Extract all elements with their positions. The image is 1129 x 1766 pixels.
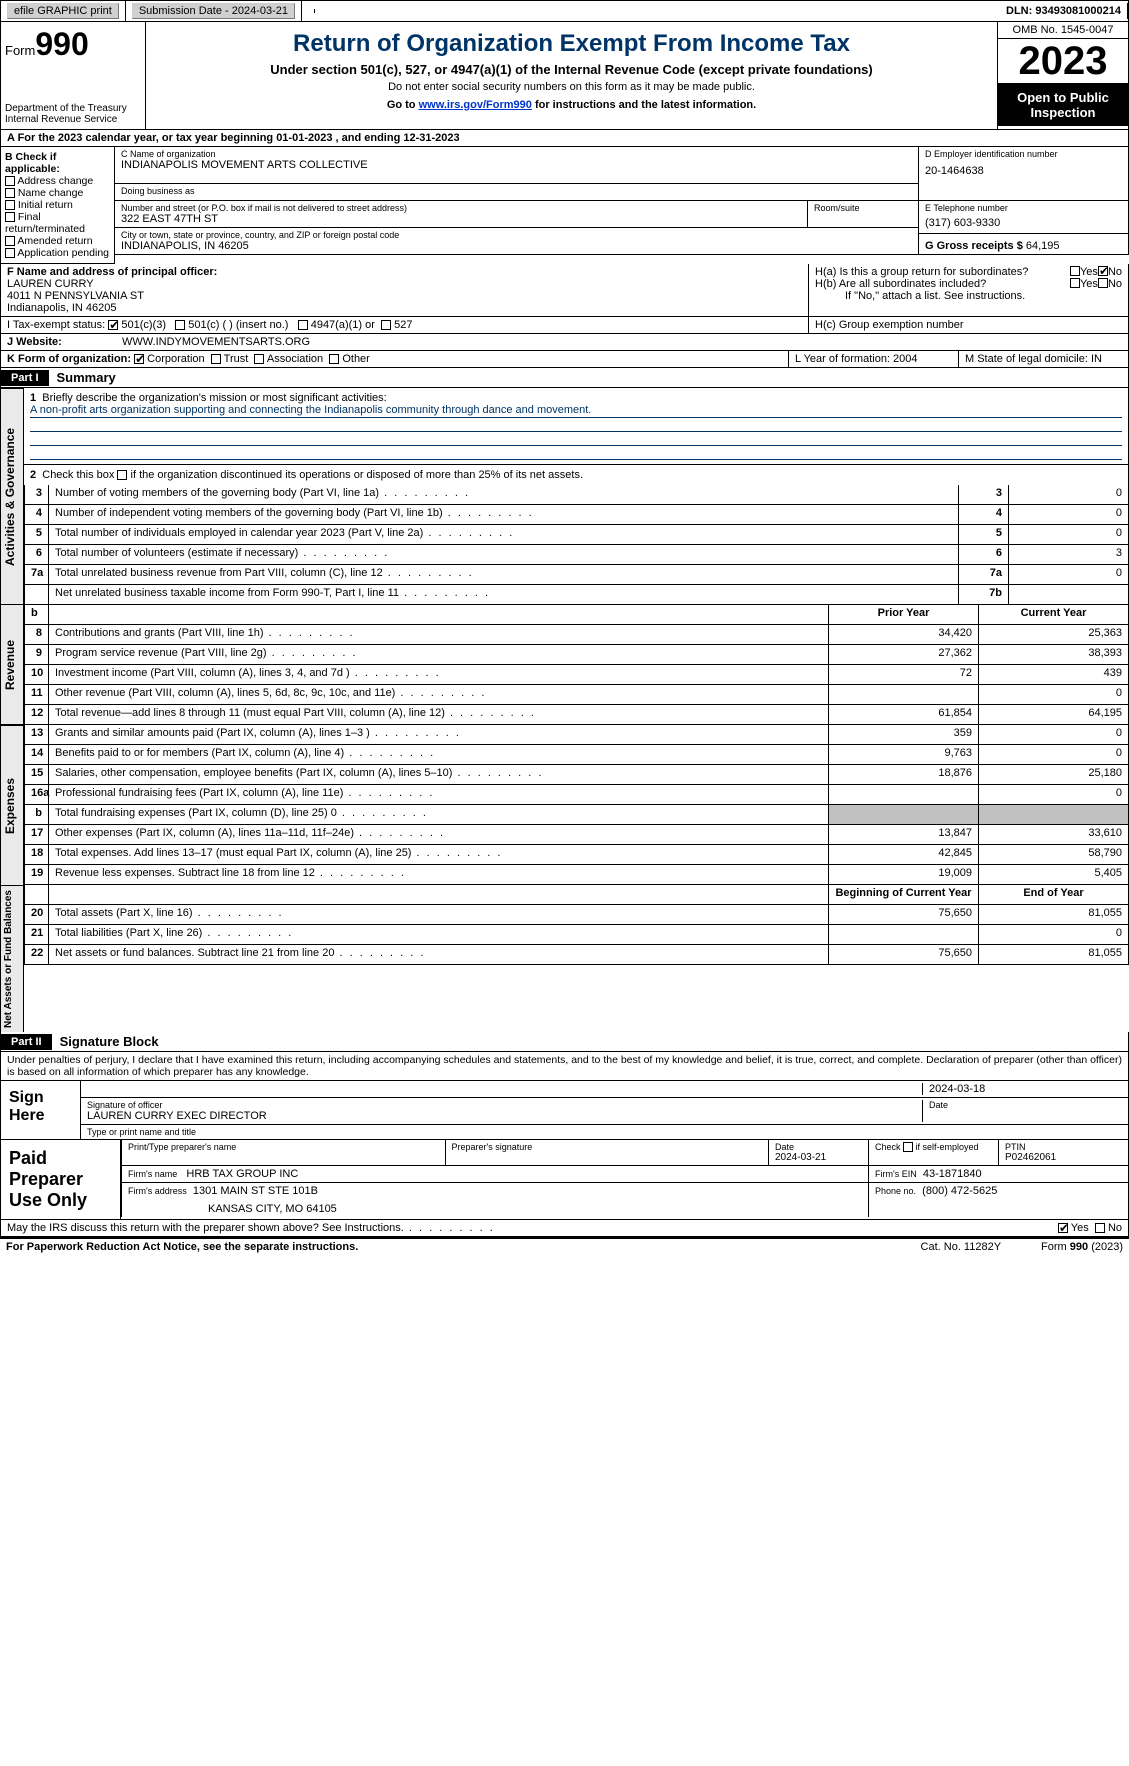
check-assoc[interactable] xyxy=(254,354,264,364)
check-address-change[interactable] xyxy=(5,176,15,186)
part2-header: Part II xyxy=(1,1034,52,1050)
row-hc: H(c) Group exemption number xyxy=(809,317,1129,334)
part1-header: Part I xyxy=(1,370,49,386)
check-ha-no[interactable] xyxy=(1098,266,1108,276)
check-ha-yes[interactable] xyxy=(1070,266,1080,276)
label-website: J Website: xyxy=(1,334,116,350)
box-f-officer: F Name and address of principal officer:… xyxy=(0,264,809,317)
gross-receipts-value: 64,195 xyxy=(1026,240,1060,252)
check-name-change[interactable] xyxy=(5,188,15,198)
box-h: H(a) Is this a group return for subordin… xyxy=(809,264,1129,317)
check-discuss-yes[interactable] xyxy=(1058,1223,1068,1233)
ssn-note: Do not enter social security numbers on … xyxy=(150,81,993,93)
submission-date-button[interactable]: Submission Date - 2024-03-21 xyxy=(132,3,295,19)
label-address: Number and street (or P.O. box if mail i… xyxy=(121,203,801,213)
net-header: Beginning of Current Year End of Year xyxy=(24,885,1129,905)
discuss-row: May the IRS discuss this return with the… xyxy=(0,1220,1129,1237)
side-revenue: Revenue xyxy=(0,604,24,725)
city-value: INDIANAPOLIS, IN 46205 xyxy=(121,240,912,252)
omb-number: OMB No. 1545-0047 xyxy=(998,22,1128,39)
check-corp[interactable] xyxy=(134,354,144,364)
form-subtitle: Under section 501(c), 527, or 4947(a)(1)… xyxy=(150,58,993,81)
check-initial-return[interactable] xyxy=(5,200,15,210)
check-501c[interactable] xyxy=(175,320,185,330)
box-b-checkboxes: B Check if applicable: Address change Na… xyxy=(0,147,115,264)
part2-title: Signature Block xyxy=(52,1032,167,1051)
side-expenses: Expenses xyxy=(0,725,24,885)
check-discuss-no[interactable] xyxy=(1095,1223,1105,1233)
expenses-table: 13Grants and similar amounts paid (Part … xyxy=(24,725,1129,885)
discontinued-check: 2 Check this box if the organization dis… xyxy=(24,465,1129,485)
check-other[interactable] xyxy=(329,354,339,364)
check-527[interactable] xyxy=(381,320,391,330)
inspection-badge: Open to Public Inspection xyxy=(998,84,1128,126)
penalty-statement: Under penalties of perjury, I declare th… xyxy=(0,1052,1129,1081)
part1-title: Summary xyxy=(49,368,124,387)
label-phone: E Telephone number xyxy=(925,203,1122,213)
mission-block: 1 Briefly describe the organization's mi… xyxy=(24,388,1129,465)
irs-link[interactable]: www.irs.gov/Form990 xyxy=(419,99,532,111)
dept-text: Department of the Treasury Internal Reve… xyxy=(5,103,141,125)
governance-table: 3Number of voting members of the governi… xyxy=(24,485,1129,605)
phone-value: (317) 603-9330 xyxy=(925,213,1122,233)
revenue-table: 8Contributions and grants (Part VIII, li… xyxy=(24,625,1129,725)
efile-print-button[interactable]: efile GRAPHIC print xyxy=(7,3,119,19)
label-org-name: C Name of organization xyxy=(121,149,912,159)
instructions-note: Go to www.irs.gov/Form990 for instructio… xyxy=(150,93,993,111)
check-501c3[interactable] xyxy=(108,320,118,330)
label-gross-receipts: G Gross receipts $ xyxy=(925,240,1023,252)
check-amended[interactable] xyxy=(5,236,15,246)
sign-here-block: Sign Here 2024-03-18 Signature of office… xyxy=(0,1081,1129,1140)
label-room: Room/suite xyxy=(814,203,912,213)
row-tax-status: I Tax-exempt status: 501(c)(3) 501(c) ( … xyxy=(0,317,809,334)
form-title: Return of Organization Exempt From Incom… xyxy=(150,26,993,58)
ein-value: 20-1464638 xyxy=(925,159,1122,177)
check-discontinued[interactable] xyxy=(117,470,127,480)
top-bar: efile GRAPHIC print Submission Date - 20… xyxy=(0,0,1129,22)
side-governance: Activities & Governance xyxy=(0,388,24,605)
row-k-org-form: K Form of organization: Corporation Trus… xyxy=(0,351,789,368)
check-hb-yes[interactable] xyxy=(1070,278,1080,288)
net-table: 20Total assets (Part X, line 16)75,65081… xyxy=(24,905,1129,965)
check-final-return[interactable] xyxy=(5,212,15,222)
check-self-employed[interactable] xyxy=(903,1142,913,1152)
footer: For Paperwork Reduction Act Notice, see … xyxy=(0,1237,1129,1255)
address-value: 322 EAST 47TH ST xyxy=(121,213,801,225)
label-ein: D Employer identification number xyxy=(925,149,1122,159)
label-city: City or town, state or province, country… xyxy=(121,230,912,240)
form-number: Form990 xyxy=(5,26,141,63)
row-l-year: L Year of formation: 2004 xyxy=(789,351,959,368)
org-name: INDIANAPOLIS MOVEMENT ARTS COLLECTIVE xyxy=(121,159,912,171)
check-application-pending[interactable] xyxy=(5,248,15,258)
check-4947[interactable] xyxy=(298,320,308,330)
website-value: WWW.INDYMOVEMENTSARTS.ORG xyxy=(116,334,316,350)
row-m-state: M State of legal domicile: IN xyxy=(959,351,1129,368)
row-a-period: A For the 2023 calendar year, or tax yea… xyxy=(0,130,1129,147)
side-net-assets: Net Assets or Fund Balances xyxy=(0,885,24,1032)
revenue-header: b Prior Year Current Year xyxy=(24,605,1129,625)
tax-year: 2023 xyxy=(998,39,1128,84)
check-hb-no[interactable] xyxy=(1098,278,1108,288)
check-trust[interactable] xyxy=(211,354,221,364)
form-header: Form990 Department of the Treasury Inter… xyxy=(0,22,1129,130)
paid-preparer-block: Paid Preparer Use Only Print/Type prepar… xyxy=(0,1140,1129,1220)
dln-text: DLN: 93493081000214 xyxy=(1000,3,1128,19)
label-dba: Doing business as xyxy=(115,183,918,198)
